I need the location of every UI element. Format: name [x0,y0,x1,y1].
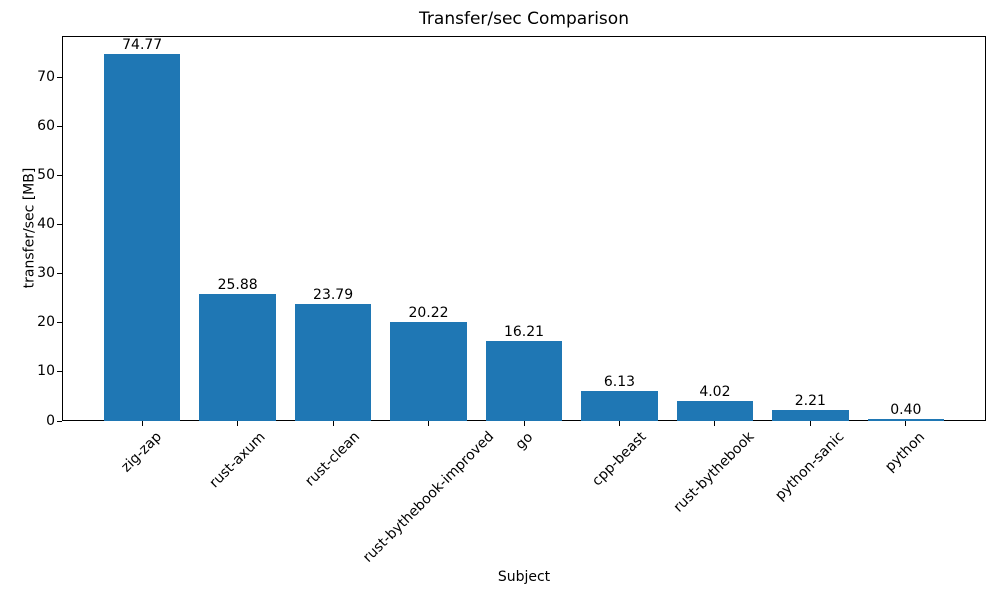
x-tick-label: zig-zap [118,428,166,476]
x-tick-mark [905,421,907,426]
bar-value-label: 16.21 [503,324,545,341]
bar-value-label: 0.40 [890,402,922,419]
y-tick-mark [57,371,62,373]
x-tick-label: cpp-beast [589,428,650,490]
x-tick-label: rust-bythebook-improved [359,428,497,567]
y-tick-label: 20 [37,314,55,331]
y-tick-mark [57,126,62,128]
bar-rust-bythebook-improved [390,321,467,421]
x-tick-label: rust-axum [206,429,269,492]
y-tick-mark [57,420,62,422]
bar-zig-zap [104,54,181,421]
y-tick-label: 30 [37,265,55,282]
chart-title: Transfer/sec Comparison [419,9,629,29]
x-tick-label: rust-clean [302,428,364,490]
x-tick-label: python-sanic [772,428,848,505]
bar-value-label: 25.88 [217,277,258,294]
x-tick-mark [618,421,620,426]
x-tick-label: rust-bythebook [671,429,758,516]
x-axis-label: Subject [497,569,551,585]
x-tick-mark [428,421,430,426]
bar-value-label: 6.13 [603,373,636,390]
x-tick-mark [332,421,334,426]
x-tick-mark [237,421,239,426]
bar-value-label: 20.22 [408,304,449,321]
x-tick-label: python [882,428,929,475]
y-tick-mark [57,224,62,226]
bar-python-sanic [772,410,849,421]
y-tick-label: 60 [37,118,55,135]
y-tick-mark [57,77,62,79]
x-tick-mark [809,421,811,426]
y-tick-label: 40 [37,216,55,233]
y-tick-mark [57,175,62,177]
bar-rust-bythebook [676,401,754,421]
bar-value-label: 74.77 [122,37,163,54]
y-tick-mark [57,322,62,324]
y-tick-label: 10 [37,363,55,380]
bar-value-label: 2.21 [794,393,826,410]
x-tick-mark [141,421,143,426]
x-tick-mark [523,421,525,426]
bar-rust-axum [199,294,276,421]
y-tick-label: 50 [37,167,55,184]
x-tick-mark [714,421,716,426]
bar-value-label: 4.02 [699,384,731,401]
x-tick-label: go [512,428,536,453]
y-tick-label: 70 [37,69,55,86]
bar-python [867,419,944,421]
y-tick-label: 0 [46,412,55,429]
bar-rust-clean [294,304,372,421]
y-tick-mark [57,273,62,275]
bar-value-label: 23.79 [313,287,354,304]
bar-cpp-beast [581,390,658,421]
bar-go [485,341,563,421]
